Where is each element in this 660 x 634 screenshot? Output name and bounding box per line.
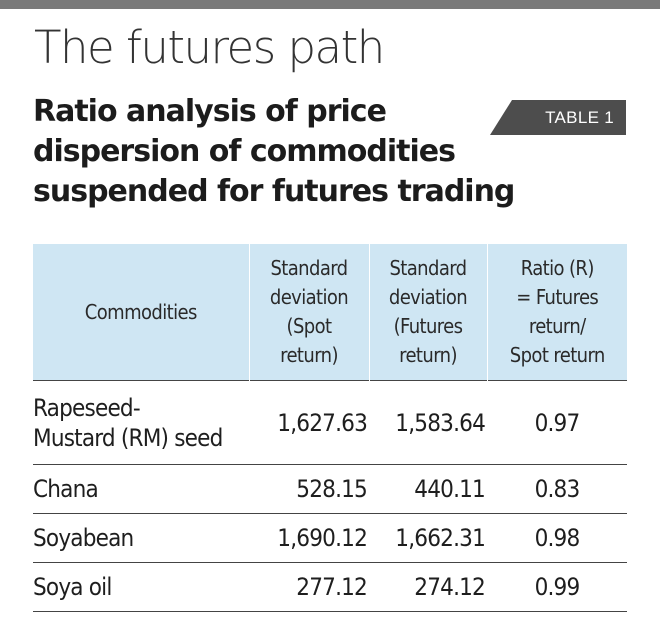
subtitle-line: Ratio analysis of price <box>33 94 387 129</box>
subtitle: Ratio analysis of price dispersion of co… <box>33 92 515 212</box>
header-line: return) <box>399 343 457 367</box>
subtitle-line: suspended for futures trading <box>33 174 515 209</box>
ratio-cell: 0.98 <box>487 513 627 563</box>
commodity-cell: Chana <box>33 464 249 514</box>
header-commodities: Commodities <box>33 244 249 381</box>
header-line: Spot return <box>509 343 606 367</box>
header-line: Standard <box>270 256 348 280</box>
headline: The futures path <box>34 21 385 74</box>
header-ratio: Ratio (R) = Futures return/ Spot return <box>486 244 627 381</box>
futures-sd-cell: 1,583.64 <box>369 380 487 465</box>
commodity-line: Rapeseed- <box>33 393 141 422</box>
header-spot-sd: Standard deviation (Spot return) <box>248 244 369 381</box>
spot-sd-cell: 1,690.12 <box>249 513 369 563</box>
commodity-cell: Rapeseed- Mustard (RM) seed <box>33 380 249 465</box>
subtitle-line: dispersion of commodities <box>33 134 456 169</box>
header-line: return) <box>280 343 338 367</box>
futures-sd-cell: 1,662.31 <box>369 513 487 563</box>
spot-sd-cell: 277.12 <box>249 562 369 612</box>
ratio-table: Commodities Standard deviation (Spot ret… <box>33 244 627 612</box>
futures-sd-cell: 274.12 <box>369 562 487 612</box>
commodity-cell: Soya oil <box>33 562 249 612</box>
table-label-badge: TABLE 1 <box>490 100 626 135</box>
header-line: (Futures <box>393 314 463 338</box>
table-row: Rapeseed- Mustard (RM) seed 1,627.63 1,5… <box>33 380 627 465</box>
header-line: return/ <box>528 314 586 338</box>
commodity-cell: Soyabean <box>33 513 249 563</box>
table-row: Soyabean 1,690.12 1,662.31 0.98 <box>33 513 627 563</box>
ratio-cell: 0.83 <box>487 464 627 514</box>
table-row: Soya oil 277.12 274.12 0.99 <box>33 562 627 612</box>
header-line: Standard <box>389 256 467 280</box>
header-line: = Futures <box>516 285 599 309</box>
header-line: (Spot <box>286 314 333 338</box>
table-row: Chana 528.15 440.11 0.83 <box>33 464 627 514</box>
top-rule <box>0 0 660 9</box>
header-futures-sd: Standard deviation (Futures return) <box>368 244 487 381</box>
spot-sd-cell: 528.15 <box>249 464 369 514</box>
commodity-line: Mustard (RM) seed <box>33 423 223 452</box>
header-line: Commodities <box>84 299 198 324</box>
spot-sd-cell: 1,627.63 <box>249 380 369 465</box>
ratio-cell: 0.97 <box>487 380 627 465</box>
header-line: Ratio (R) <box>520 256 595 280</box>
futures-sd-cell: 440.11 <box>369 464 487 514</box>
header-line: deviation <box>269 285 349 309</box>
table-header-row: Commodities Standard deviation (Spot ret… <box>33 244 627 381</box>
header-line: deviation <box>388 285 468 309</box>
ratio-cell: 0.99 <box>487 562 627 612</box>
